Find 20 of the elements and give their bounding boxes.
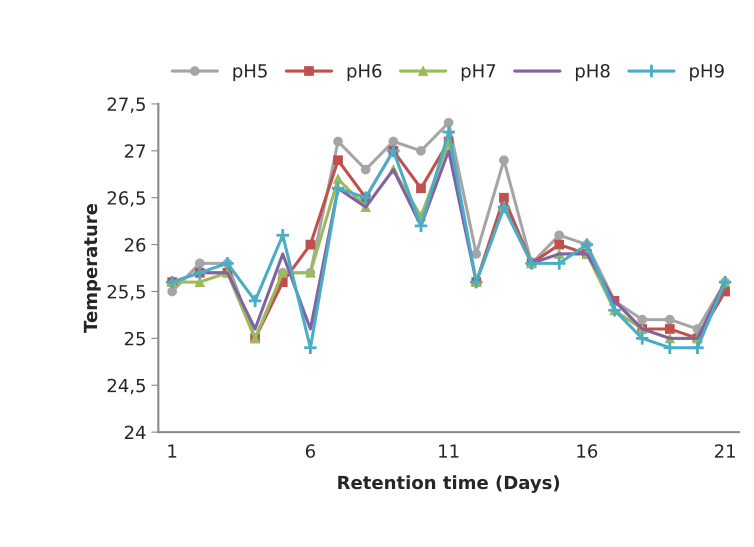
y-tick-label: 25,5 bbox=[108, 284, 145, 300]
legend-label: pH6 bbox=[348, 64, 382, 82]
y-tick-label: 27 bbox=[124, 144, 145, 158]
y-tick-label: 27,5 bbox=[108, 97, 145, 113]
legend-label: pH8 bbox=[576, 64, 610, 82]
x-tick-label: 1 bbox=[168, 444, 176, 458]
legend-label: pH5 bbox=[233, 64, 267, 82]
x-axis-title: Retention time (Days) bbox=[338, 475, 560, 493]
x-tick-label: 21 bbox=[714, 444, 735, 458]
legend-label: pH7 bbox=[462, 64, 496, 82]
x-tick-label: 11 bbox=[439, 444, 458, 458]
legend-label: pH9 bbox=[690, 64, 724, 82]
x-tick-label: 6 bbox=[306, 444, 316, 458]
y-tick-label: 24,5 bbox=[108, 378, 145, 394]
y-tick-label: 26 bbox=[124, 238, 146, 252]
x-tick-label: 16 bbox=[577, 444, 598, 458]
y-tick-label: 26,5 bbox=[108, 191, 145, 207]
y-tick-label: 25 bbox=[124, 332, 145, 346]
y-axis-title: Temperature bbox=[84, 204, 101, 333]
y-tick-label: 24 bbox=[124, 426, 146, 439]
